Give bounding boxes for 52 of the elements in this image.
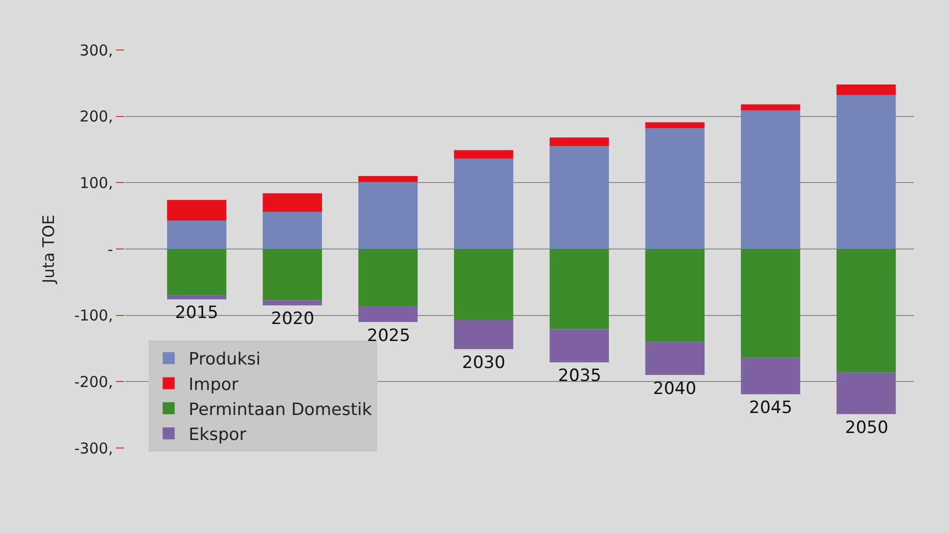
bar [262,300,322,306]
bar [262,212,322,249]
bar [550,138,609,146]
legend-label: Permintaan Domestik [188,400,372,420]
y-tick-label: -300, [74,439,113,458]
bar [645,122,705,128]
bar [454,320,514,350]
bar [167,200,226,220]
bar [167,220,226,249]
bar [550,146,609,249]
y-tick-label: -200, [74,372,113,391]
x-tick-label: 2040 [653,379,696,399]
bar [836,95,896,249]
legend-label: Produksi [188,350,261,370]
y-tick-label: 100, [80,174,113,192]
bar [262,193,322,212]
bar [740,110,800,249]
bar [262,249,322,300]
bar [358,306,418,322]
x-tick-label: 2025 [367,326,410,346]
bar [167,295,226,300]
y-axis-title: Juta TOE [39,214,58,284]
bar [454,150,514,159]
bar [645,342,705,376]
bar [645,128,705,249]
bar [454,249,514,320]
y-tick-label: 200, [80,108,113,126]
bar [740,249,800,358]
y-tick-label: -100, [74,306,113,325]
x-tick-label: 2020 [271,309,314,329]
bar [836,84,896,96]
legend-label: Ekspor [188,425,246,446]
x-tick-label: 2035 [558,366,602,386]
bar [358,176,418,182]
bar [836,249,896,372]
bar [167,249,226,296]
bar [645,249,705,342]
x-tick-label: 2045 [749,398,792,418]
bar [550,329,609,362]
bar [740,358,800,394]
y-tick-label: 300, [80,41,113,60]
x-tick-label: 2015 [175,303,218,323]
bar [454,158,514,249]
bar [550,249,609,330]
x-tick-label: 2030 [462,353,506,373]
bar [740,104,800,110]
legend-label: Impor [188,374,238,395]
y-tick-label: - [108,240,113,258]
bar [358,249,418,306]
x-tick-label: 2050 [845,418,888,438]
bar [836,372,896,414]
bar [358,182,418,249]
